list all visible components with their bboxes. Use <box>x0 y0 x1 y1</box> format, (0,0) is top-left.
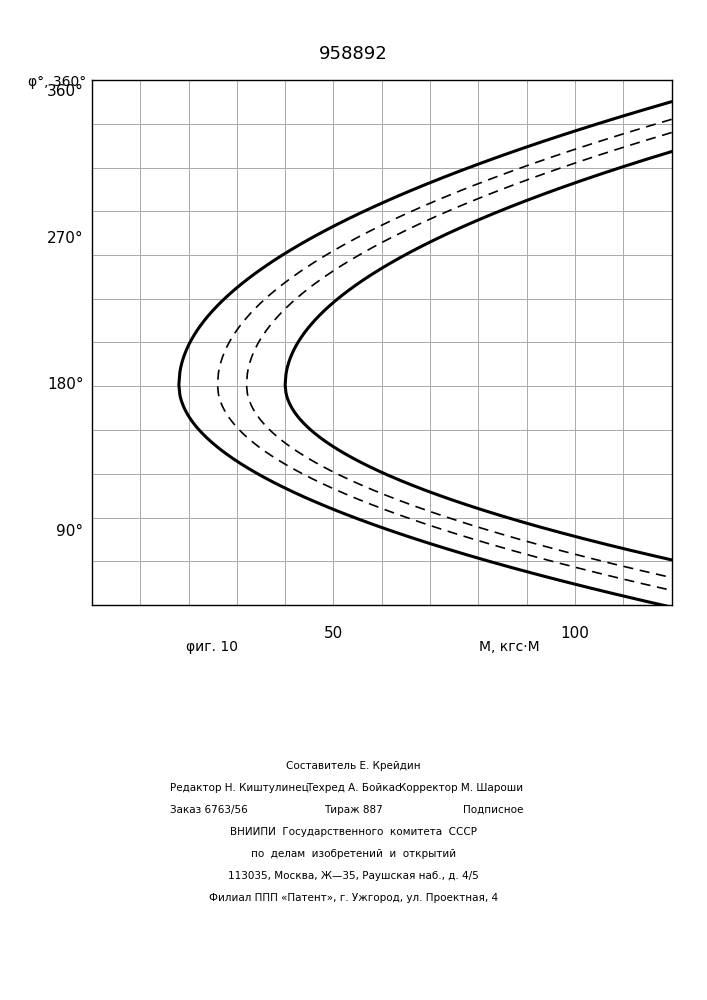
Text: φиг. 10: φиг. 10 <box>186 640 238 654</box>
Text: ВНИИПИ  Государственного  комитета  СССР: ВНИИПИ Государственного комитета СССР <box>230 827 477 837</box>
Text: 90°: 90° <box>57 524 83 539</box>
Text: 113035, Москва, Ж—35, Раушская наб., д. 4/5: 113035, Москва, Ж—35, Раушская наб., д. … <box>228 871 479 881</box>
Text: по  делам  изобретений  и  открытий: по делам изобретений и открытий <box>251 849 456 859</box>
Text: φ°, 360°: φ°, 360° <box>28 75 86 89</box>
Text: M, кгс·М: M, кгс·М <box>479 640 539 654</box>
Text: Подписное: Подписное <box>463 805 523 815</box>
Text: 180°: 180° <box>47 377 83 392</box>
Text: Корректор М. Шароши: Корректор М. Шароши <box>399 783 523 793</box>
Text: Заказ 6763/56: Заказ 6763/56 <box>170 805 247 815</box>
Text: 100: 100 <box>561 626 590 641</box>
Text: Филиал ППП «Патент», г. Ужгород, ул. Проектная, 4: Филиал ППП «Патент», г. Ужгород, ул. Про… <box>209 893 498 903</box>
Text: 360°: 360° <box>47 84 83 99</box>
Text: 270°: 270° <box>47 231 83 246</box>
Text: Тираж 887: Тираж 887 <box>324 805 383 815</box>
Text: Редактор Н. Киштулинец: Редактор Н. Киштулинец <box>170 783 308 793</box>
Text: 958892: 958892 <box>319 45 388 63</box>
Text: Техред А. Бойкас: Техред А. Бойкас <box>306 783 401 793</box>
Text: 50: 50 <box>324 626 343 641</box>
Text: Составитель Е. Крейдин: Составитель Е. Крейдин <box>286 761 421 771</box>
